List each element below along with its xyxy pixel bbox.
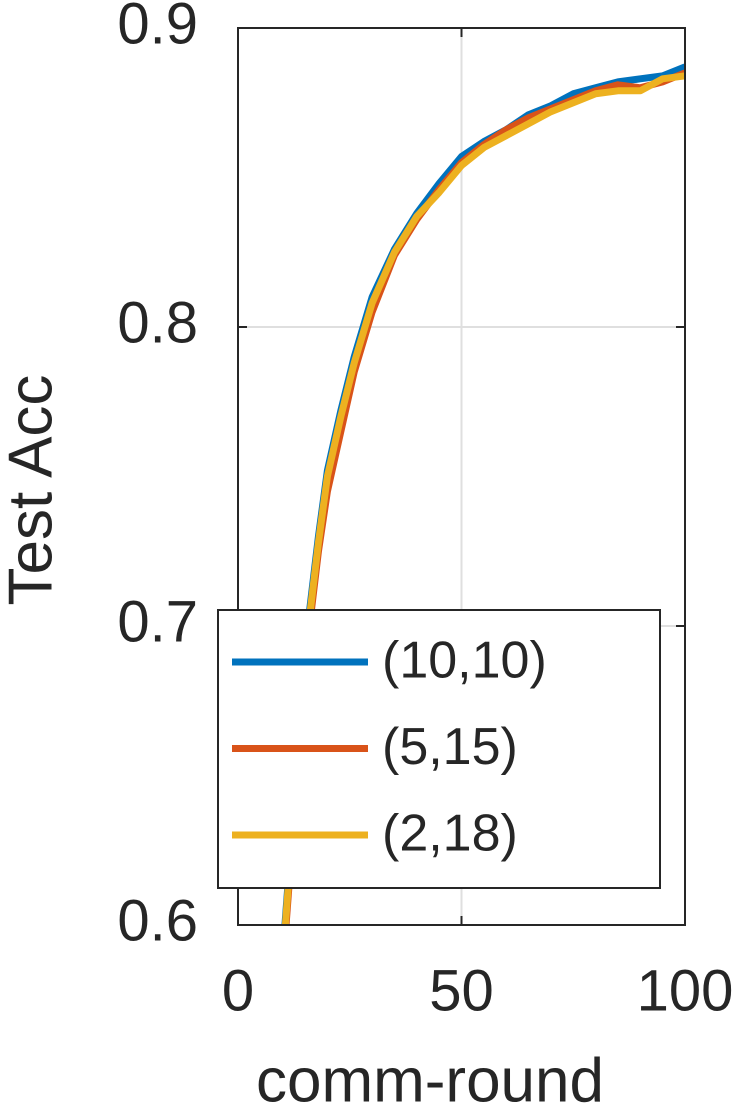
legend: (10,10) (5,15) (2,18) [217, 609, 661, 889]
y-tick-label: 0.9 [117, 0, 198, 56]
y-tick-label: 0.7 [117, 589, 198, 654]
data-line [281, 72, 685, 925]
axes-box [237, 27, 686, 926]
x-axis-label: comm-round [256, 1046, 604, 1115]
legend-label: (10,10) [382, 632, 547, 690]
x-tick-label: 100 [637, 958, 734, 1023]
legend-label: (5,15) [382, 718, 518, 776]
x-tick-label: 50 [429, 958, 494, 1023]
y-tick-label: 0.8 [117, 290, 198, 355]
plot-area [281, 63, 685, 925]
y-axis-label: Test Acc [0, 375, 65, 606]
x-tick-label: 0 [222, 958, 254, 1023]
axes: 0.6 0.7 0.8 0.9 0 50 100 [117, 0, 733, 1023]
y-tick-label: 0.6 [117, 888, 198, 953]
legend-label: (2,18) [382, 805, 518, 863]
